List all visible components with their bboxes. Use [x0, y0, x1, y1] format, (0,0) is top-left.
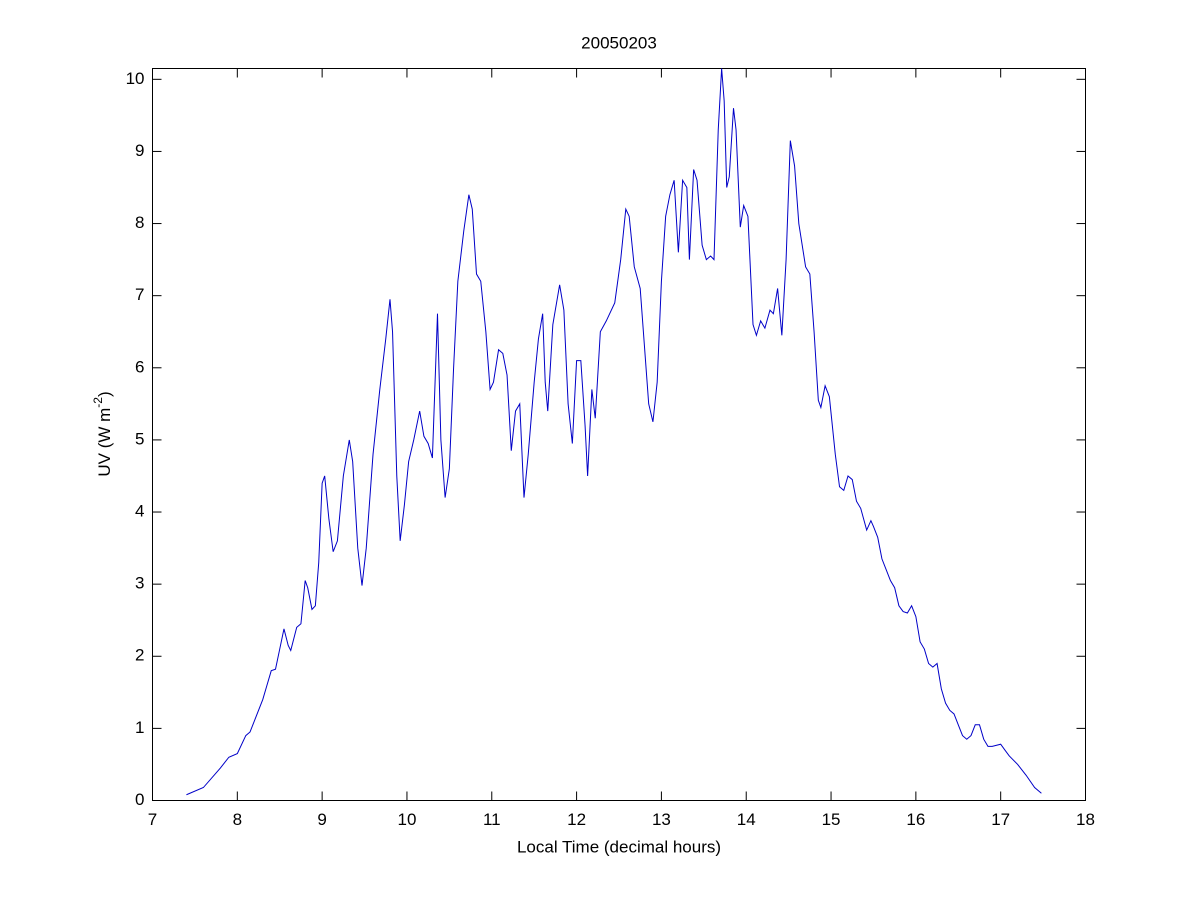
y-tick-label: 7 [135, 285, 144, 304]
x-tick-label: 9 [317, 810, 326, 829]
data-line [186, 68, 1042, 796]
y-tick-label: 2 [135, 646, 144, 665]
y-tick-label: 10 [126, 69, 145, 88]
y-tick-label: 3 [135, 574, 144, 593]
y-label-superscript: -2 [91, 397, 105, 408]
x-tick-label: 18 [1076, 810, 1095, 829]
y-label-suffix: ) [95, 391, 114, 397]
x-tick-label: 14 [737, 810, 756, 829]
y-tick-label: 0 [135, 790, 144, 809]
y-tick-label: 5 [135, 429, 144, 448]
x-tick-label: 7 [148, 810, 157, 829]
x-tick-label: 8 [233, 810, 242, 829]
y-tick-label: 1 [135, 718, 144, 737]
x-tick-label: 10 [397, 810, 416, 829]
x-tick-label: 12 [567, 810, 586, 829]
x-tick-label: 17 [991, 810, 1010, 829]
y-tick-label: 6 [135, 357, 144, 376]
y-tick-label: 4 [135, 502, 144, 521]
y-label-text: UV (W m [95, 408, 114, 477]
x-tick-label: 11 [483, 810, 501, 829]
y-axis-label: UV (W m-2) [91, 391, 114, 476]
x-tick-label: 15 [822, 810, 841, 829]
x-axis-label: Local Time (decimal hours) [517, 837, 721, 856]
x-tick-label: 13 [652, 810, 671, 829]
y-tick-label: 8 [135, 213, 144, 232]
x-tick-label: 16 [906, 810, 925, 829]
chart-title: 20050203 [581, 33, 657, 52]
plot-frame [152, 68, 1086, 801]
y-tick-label: 9 [135, 141, 144, 160]
